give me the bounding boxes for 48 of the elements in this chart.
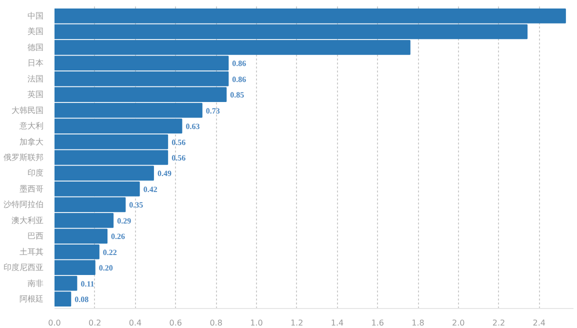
y-tick-label: 中国 — [28, 11, 44, 20]
y-tick-label: 南非 — [28, 278, 44, 288]
data-label: 0.11 — [80, 279, 94, 288]
data-label: 0.86 — [232, 74, 246, 84]
y-tick-label: 印度尼西亚 — [4, 263, 44, 272]
y-tick-label: 土耳其 — [20, 247, 44, 256]
y-tick-label: 意大利 — [18, 122, 44, 131]
x-tick-label: 2.2 — [492, 318, 506, 328]
y-tick-label: 阿根廷 — [20, 294, 44, 304]
x-tick-label: 2.0 — [452, 318, 465, 328]
data-label: 0.56 — [172, 154, 186, 162]
y-tick-label: 美国 — [28, 27, 44, 36]
x-tick-label: 1.2 — [290, 318, 304, 328]
y-tick-label: 印度 — [28, 168, 44, 178]
data-label: 0.29 — [117, 216, 132, 226]
y-tick-label: 英国 — [28, 90, 44, 100]
data-label: 0.73 — [206, 106, 220, 116]
y-tick-label: 澳大利亚 — [12, 216, 44, 225]
x-tick-label: 0.8 — [210, 318, 222, 328]
y-tick-label: 俄罗斯联邦 — [4, 153, 44, 162]
data-label: 0.63 — [186, 122, 200, 132]
y-tick-label: 法国 — [28, 74, 44, 84]
data-label: 0.85 — [230, 90, 244, 100]
y-tick-label: 沙特阿拉伯 — [4, 200, 44, 210]
x-tick-label: 1.6 — [371, 318, 384, 328]
y-tick-label: 德国 — [28, 42, 44, 52]
data-label: 0.56 — [172, 138, 186, 147]
data-label: 0.26 — [111, 232, 126, 242]
data-label: 0.86 — [232, 59, 246, 68]
y-tick-label: 墨西哥 — [20, 184, 44, 194]
data-label: 0.20 — [98, 264, 113, 273]
data-label: 0.49 — [157, 169, 172, 178]
y-tick-label: 日本 — [28, 58, 44, 68]
x-tick-label: 0.4 — [128, 318, 142, 328]
data-label: 0.08 — [74, 295, 89, 304]
data-label: 0.22 — [102, 248, 117, 257]
x-tick-label: 1.0 — [250, 318, 263, 328]
y-tick-label: 大韩民国 — [12, 106, 44, 115]
x-tick-label: 0.2 — [88, 318, 102, 328]
y-tick-label: 巴西 — [28, 232, 44, 241]
x-tick-label: 1.4 — [330, 318, 344, 328]
x-tick-label: 0.6 — [169, 318, 182, 328]
data-label: 0.42 — [143, 184, 158, 194]
data-label: 0.35 — [129, 200, 144, 210]
x-tick-label: 2.4 — [532, 318, 546, 328]
x-tick-label: 0.0 — [48, 318, 61, 328]
x-tick-label: 1.8 — [412, 318, 424, 328]
y-tick-label: 加拿大 — [20, 137, 44, 146]
